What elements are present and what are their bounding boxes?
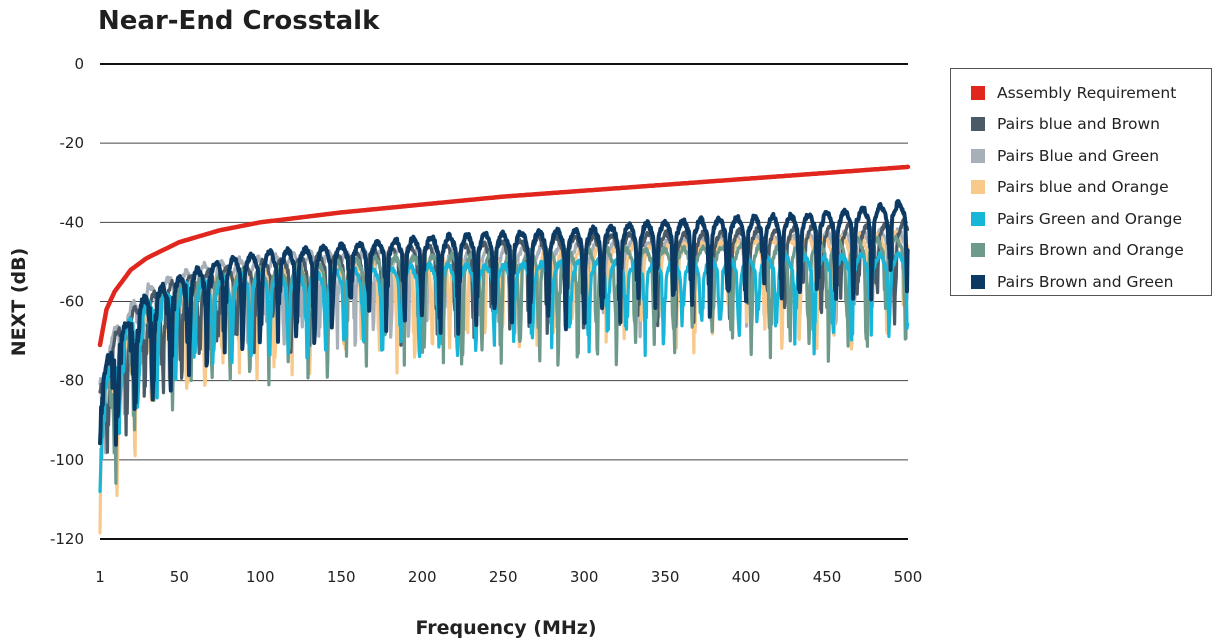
legend-label: Pairs Blue and Green (997, 146, 1160, 165)
y-tick-label: -80 (60, 372, 85, 390)
legend-label: Pairs Green and Orange (997, 209, 1183, 228)
x-tick-label: 400 (732, 568, 761, 586)
y-axis-label: NEXT (dB) (8, 248, 30, 357)
y-tick-label: -20 (60, 134, 85, 152)
legend-label: Pairs blue and Brown (997, 115, 1160, 134)
x-tick-label: 350 (651, 568, 680, 586)
chart-title: Near-End Crosstalk (98, 6, 380, 36)
legend-swatch (971, 85, 985, 100)
legend-item: Pairs blue and Orange (971, 172, 1211, 204)
legend-swatch (971, 243, 985, 258)
legend-label: Assembly Requirement (997, 83, 1177, 102)
x-tick-label: 500 (894, 568, 923, 586)
legend-swatch (971, 180, 985, 195)
legend-label: Pairs Brown and Orange (997, 241, 1184, 260)
series-lines (97, 164, 911, 535)
y-tick-label: 0 (74, 55, 84, 73)
legend-item: Pairs Green and Orange (971, 203, 1211, 235)
legend-item: Pairs Blue and Green (971, 140, 1211, 172)
x-tick-label: 100 (246, 568, 275, 586)
legend-swatch (971, 211, 985, 226)
x-axis-label: Frequency (MHz) (415, 617, 596, 639)
legend-label: Pairs blue and Orange (997, 178, 1169, 197)
chart-legend: Assembly Requirement Pairs blue and Brown… (950, 68, 1212, 296)
x-tick-label: 150 (327, 568, 356, 586)
y-tick-label: -60 (60, 293, 85, 311)
x-tick-label: 250 (489, 568, 518, 586)
legend-swatch (971, 117, 985, 132)
legend-label: Pairs Brown and Green (997, 272, 1174, 291)
series-line-4 (98, 251, 910, 494)
x-tick-label: 200 (408, 568, 437, 586)
legend-item: Assembly Requirement (971, 77, 1211, 109)
y-tick-label: -40 (60, 213, 85, 231)
legend-item: Pairs blue and Brown (971, 109, 1211, 141)
legend-item: Pairs Brown and Orange (971, 235, 1211, 267)
x-tick-label: 50 (170, 568, 189, 586)
legend-swatch (971, 148, 985, 163)
series-line-0 (97, 164, 911, 348)
x-axis-ticks: 1 50 100 150 200 250 300 350 400 450 500 (95, 568, 922, 586)
y-tick-label: -120 (50, 530, 84, 548)
series-line-6 (98, 199, 910, 447)
x-tick-label: 1 (95, 568, 105, 586)
x-tick-label: 300 (570, 568, 599, 586)
y-axis-ticks: 0 -20 -40 -60 -80 -100 -120 (50, 55, 84, 548)
legend-item: Pairs Brown and Green (971, 266, 1211, 298)
x-tick-label: 450 (813, 568, 842, 586)
y-tick-label: -100 (50, 451, 84, 469)
legend-swatch (971, 274, 985, 289)
